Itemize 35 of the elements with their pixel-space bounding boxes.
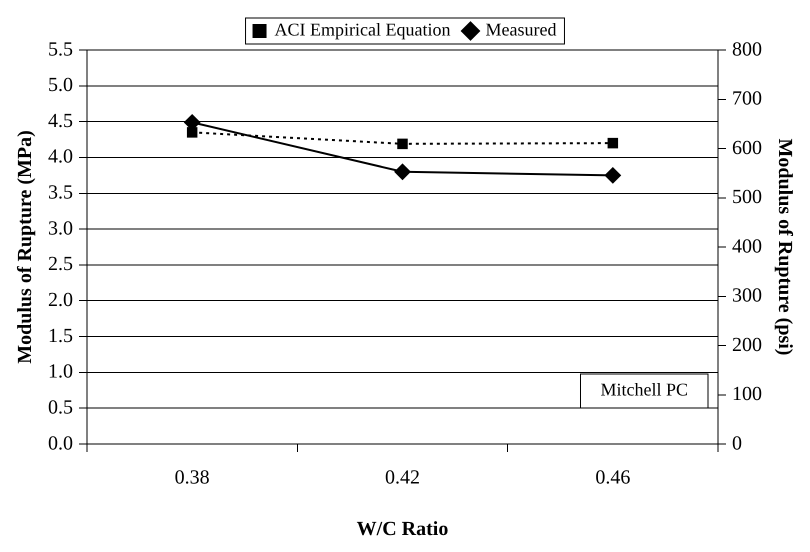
x-tick-label: 0.38	[174, 466, 210, 488]
point	[186, 127, 198, 138]
y2-tick-label: 500	[732, 186, 762, 208]
y2-tick-label: 400	[732, 235, 762, 258]
y2-axis-title: Modulus of Rupture (psi)	[774, 138, 796, 356]
y-tick-label: 5.0	[48, 74, 73, 96]
y-tick-label: 2.5	[48, 253, 73, 276]
point	[394, 164, 410, 180]
y-tick-label: 0.5	[48, 396, 73, 418]
point	[608, 138, 618, 148]
y2-tick-label: 200	[732, 334, 762, 356]
y-tick-label: 2.0	[48, 288, 73, 311]
y-tick-label: 1.5	[48, 324, 73, 347]
x-tick-label: 0.46	[595, 466, 630, 488]
y2-tick-label: 100	[732, 383, 762, 405]
y-tick-label: 3.5	[48, 182, 73, 204]
y-tick-label: 1.0	[48, 360, 73, 383]
y2-tick-label: 300	[732, 284, 762, 306]
y-tick-label: 0.0	[48, 432, 73, 454]
y2-tick-label: 800	[732, 38, 762, 60]
y-tick-label: 4.0	[48, 146, 73, 168]
legend-label: Measured	[485, 20, 556, 40]
x-tick-label: 0.42	[385, 466, 420, 488]
y2-tick-label: 700	[732, 88, 762, 110]
x-axis-title: W/C Ratio	[356, 518, 448, 540]
legend-label: ACI Empirical Equation	[274, 20, 451, 40]
y-tick-label: 3.0	[48, 217, 73, 240]
y2-tick-label: 600	[732, 136, 762, 159]
y2-tick-label: 0	[732, 432, 742, 454]
point	[397, 138, 408, 150]
point	[604, 167, 621, 184]
annotation: Mitchell PC	[600, 380, 688, 400]
y-tick-label: 4.5	[48, 110, 73, 132]
y-axis-title: Modulus of Rupture (MPa)	[14, 130, 36, 364]
y-tick-label: 5.5	[48, 38, 73, 60]
